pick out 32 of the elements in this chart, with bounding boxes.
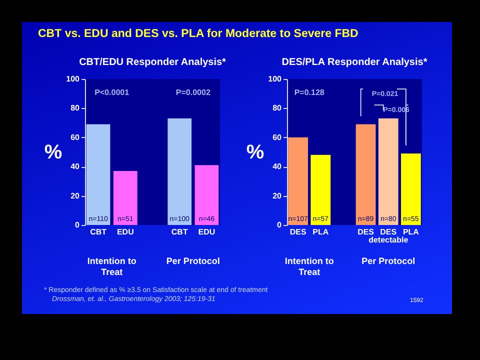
y-tick-label: 0 [75,220,80,230]
x-tick-label: PLA [312,228,329,236]
x-tick-label: EDU [198,228,216,236]
y-tick-label: 20 [272,191,282,200]
y-tick-label: 60 [70,132,80,142]
y-tick-label: 0 [277,220,282,230]
x-tick-label: CBT [90,228,107,236]
chart-title: DES/PLA Responder Analysis* [282,57,428,68]
y-tick-label: 100 [268,74,282,84]
y-tick-label: 60 [272,132,282,142]
y-tick-label: 80 [272,104,282,113]
annotation: P=0.128 [294,88,325,97]
y-tick-label: 20 [70,191,80,200]
y-tick-label: 100 [66,74,80,84]
annotation: P<0.0001 [94,88,130,97]
chart-title: CBT/EDU Responder Analysis* [79,57,226,68]
x-tick-label: DES [358,228,375,236]
y-axis-title: % [246,142,264,164]
text: CBT vs. EDU and DES vs. PLA for Moderate to Severe FBD [38,28,358,40]
text: Intention to Treat [284,256,334,277]
text: Per Protocol [166,256,220,266]
y-axis-title: % [44,142,62,164]
y-tick-label: 40 [272,162,282,172]
y-tick-label: 80 [70,104,80,113]
text: Per Protocol [362,256,416,266]
x-tick-label: PLA [402,228,420,236]
y-tick-label: 40 [70,162,80,172]
annotation: P=0.0002 [176,88,211,97]
x-tick-label: DES [290,228,307,236]
x-tick-label: CBT [171,228,188,236]
text: Intention to Treat [87,256,137,277]
x-tick-label: EDU [116,228,134,236]
